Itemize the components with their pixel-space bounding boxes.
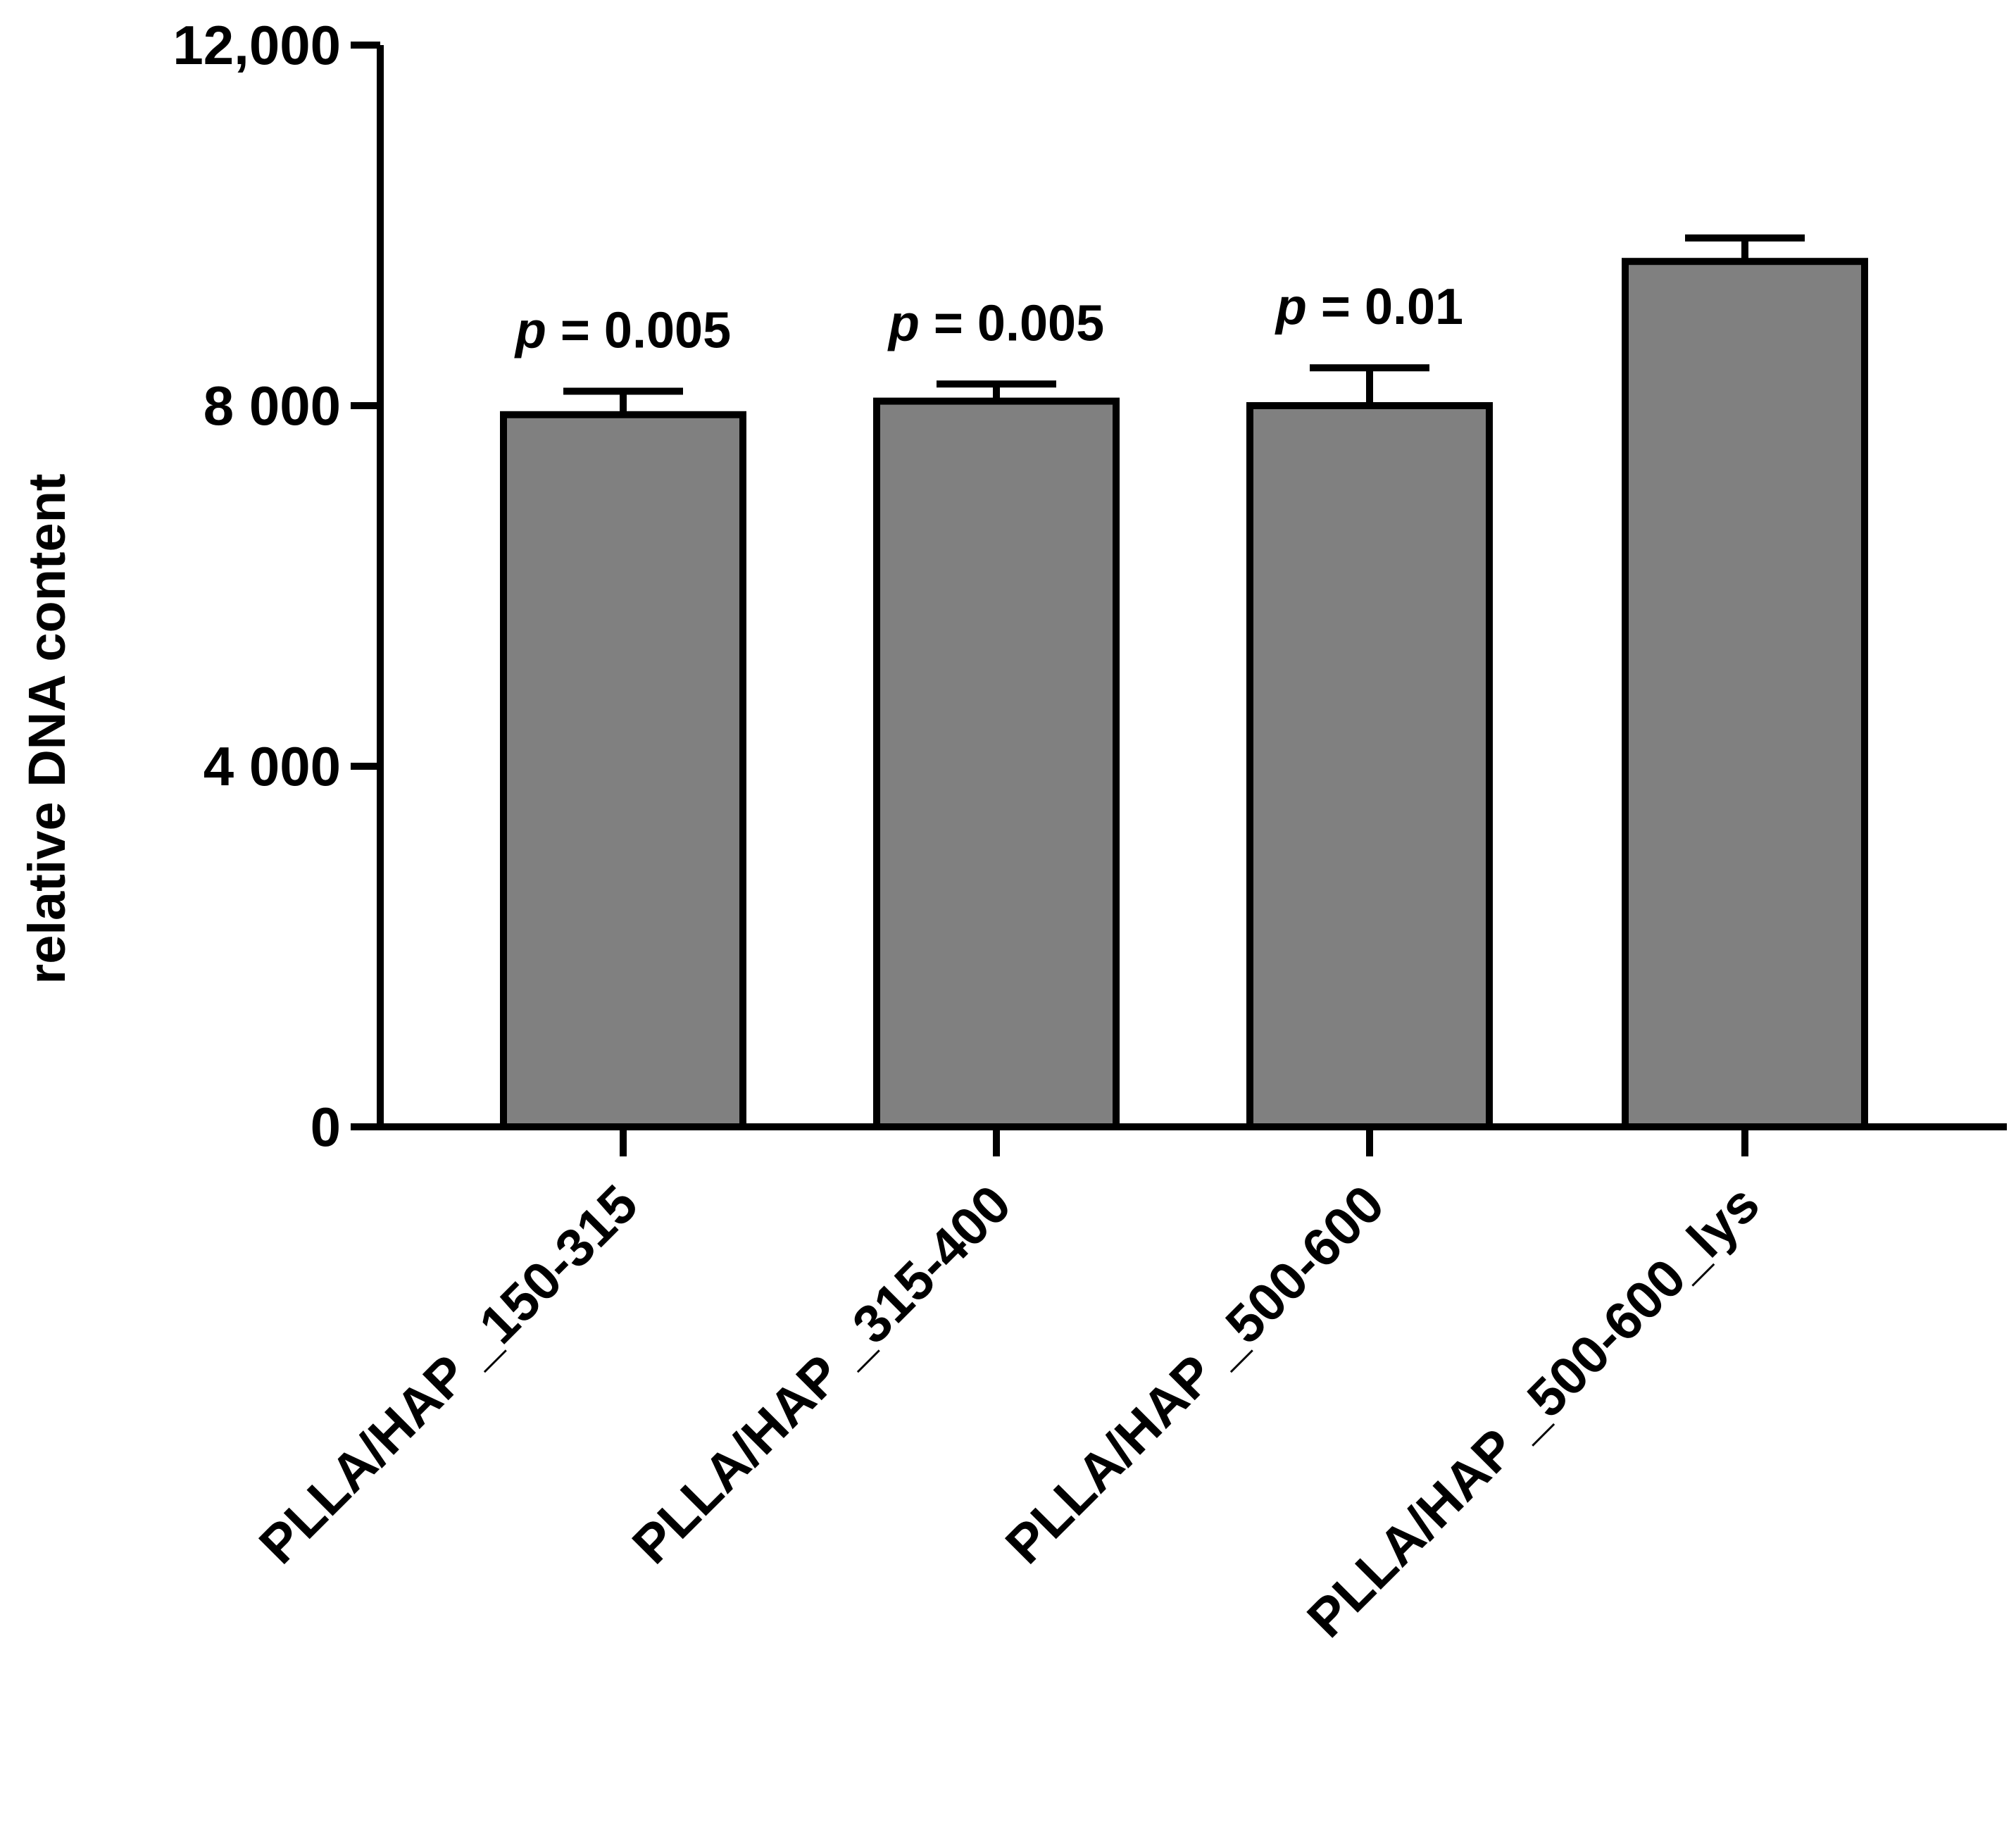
bar bbox=[873, 397, 1120, 1130]
significance-label: p = 0.005 bbox=[887, 295, 1104, 351]
x-ticks bbox=[620, 1127, 1748, 1156]
x-tick-label: PLLA/HAP _500-600_lys bbox=[1296, 1174, 1771, 1649]
axes bbox=[377, 45, 2007, 1130]
p-value: = 0.005 bbox=[546, 303, 731, 359]
p-value: = 0.01 bbox=[1307, 279, 1463, 335]
p-symbol: p bbox=[514, 303, 546, 359]
p-value: = 0.005 bbox=[920, 295, 1104, 351]
y-tick-label: 8 000 bbox=[204, 375, 341, 437]
annotations: p = 0.005 p = 0.005 p = 0.01 bbox=[514, 279, 1463, 358]
x-tick-label: PLLA/HAP _500-600 bbox=[994, 1174, 1396, 1575]
y-axis-title: relative DNA content bbox=[18, 473, 76, 984]
bar bbox=[1246, 402, 1493, 1130]
bars bbox=[500, 258, 1868, 1131]
bar bbox=[1622, 258, 1868, 1131]
y-tick-label: 12,000 bbox=[173, 14, 341, 76]
bar bbox=[500, 411, 746, 1130]
error-bars bbox=[563, 234, 1805, 415]
p-symbol: p bbox=[887, 295, 920, 351]
y-tick-labels: 0 4 000 8 000 12,000 bbox=[173, 14, 341, 1158]
y-ticks bbox=[351, 42, 380, 1130]
y-tick-label: 4 000 bbox=[204, 735, 341, 797]
significance-label: p = 0.005 bbox=[514, 303, 731, 359]
p-symbol: p bbox=[1275, 279, 1307, 335]
significance-label: p = 0.01 bbox=[1275, 279, 1463, 335]
y-tick-label: 0 bbox=[311, 1096, 341, 1158]
x-tick-label: PLLA/HAP _315-400 bbox=[621, 1174, 1022, 1575]
x-tick-label: PLLA/HAP _150-315 bbox=[248, 1174, 649, 1575]
